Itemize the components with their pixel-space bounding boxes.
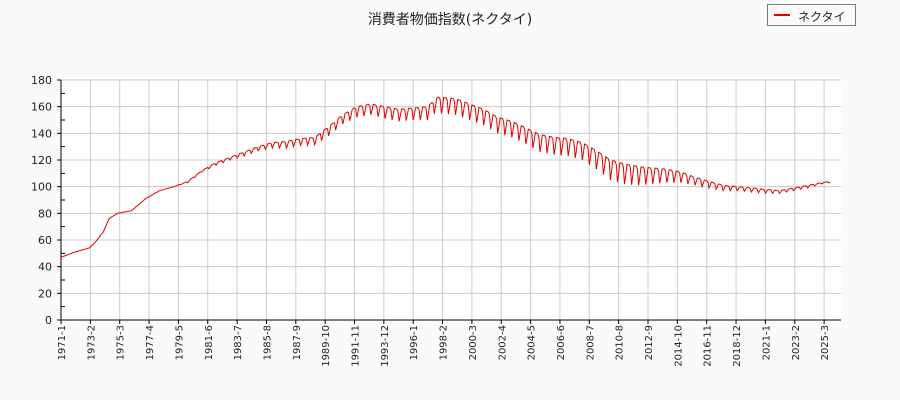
legend-label: ネクタイ — [798, 10, 846, 24]
legend: ネクタイ — [767, 4, 856, 26]
x-tick-label: 1977-4 — [145, 325, 156, 360]
x-tick-label: 1971-1 — [57, 325, 68, 360]
y-tick-label: 40 — [38, 261, 52, 274]
x-tick-label: 2006-6 — [556, 325, 567, 360]
x-tick-label: 1987-9 — [292, 325, 303, 360]
legend-line-swatch — [774, 14, 790, 16]
x-tick-label: 1989-10 — [321, 325, 332, 367]
y-tick-label: 0 — [45, 314, 52, 327]
x-tick-label: 1996-1 — [409, 325, 420, 360]
grid-lines — [61, 79, 841, 320]
x-tick-label: 1983-7 — [233, 325, 244, 360]
x-tick-label: 2023-2 — [791, 325, 802, 360]
y-tick-label: 120 — [31, 154, 52, 167]
x-tick-label: 2002-4 — [497, 325, 508, 360]
x-tick-label: 2025-3 — [820, 325, 831, 360]
x-tick-label: 1998-2 — [439, 325, 450, 360]
x-tick-label: 1985-8 — [262, 325, 273, 360]
y-tick-label: 140 — [31, 127, 52, 140]
y-tick-label: 100 — [31, 181, 52, 194]
x-tick-label: 2008-7 — [585, 325, 596, 360]
series-line-necktie — [60, 96, 831, 258]
x-tick-label: 2000-3 — [468, 325, 479, 360]
x-tick-label: 2012-9 — [644, 325, 655, 360]
x-tick-label: 2004-5 — [527, 325, 538, 360]
y-tick-label: 160 — [31, 101, 52, 114]
x-tick-label: 1991-11 — [351, 325, 362, 367]
x-tick-label: 2021-1 — [761, 325, 772, 360]
x-tick-label: 1993-12 — [380, 325, 391, 367]
x-axis-ticks: 1971-1 1973-2 1975-3 1977-4 1979-5 1981-6 1983… — [57, 320, 831, 367]
x-tick-label: 2014-10 — [673, 325, 684, 367]
x-tick-label: 1973-2 — [86, 325, 97, 360]
y-tick-label: 180 — [31, 74, 52, 87]
y-tick-label: 60 — [38, 234, 52, 247]
y-tick-label: 80 — [38, 207, 52, 220]
x-tick-label: 1975-3 — [116, 325, 127, 360]
x-tick-label: 2010-8 — [615, 325, 626, 360]
y-axis-ticks: 0 20 40 60 80 100 120 140 160 180 — [31, 74, 65, 327]
chart-title: 消費者物価指数(ネクタイ) — [367, 12, 533, 28]
x-tick-label: 2016-11 — [703, 325, 714, 367]
y-tick-label: 20 — [38, 287, 52, 300]
x-tick-label: 2018-12 — [732, 325, 743, 367]
x-tick-label: 1979-5 — [174, 325, 185, 360]
x-tick-label: 1981-6 — [204, 325, 215, 360]
